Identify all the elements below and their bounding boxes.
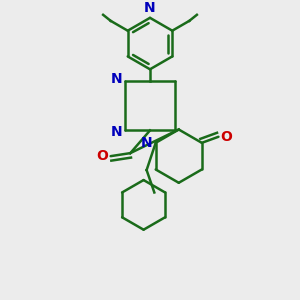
Text: N: N bbox=[111, 125, 123, 139]
Text: N: N bbox=[141, 136, 153, 150]
Text: O: O bbox=[96, 149, 108, 163]
Text: O: O bbox=[220, 130, 232, 144]
Text: N: N bbox=[111, 72, 123, 86]
Text: N: N bbox=[144, 2, 156, 15]
